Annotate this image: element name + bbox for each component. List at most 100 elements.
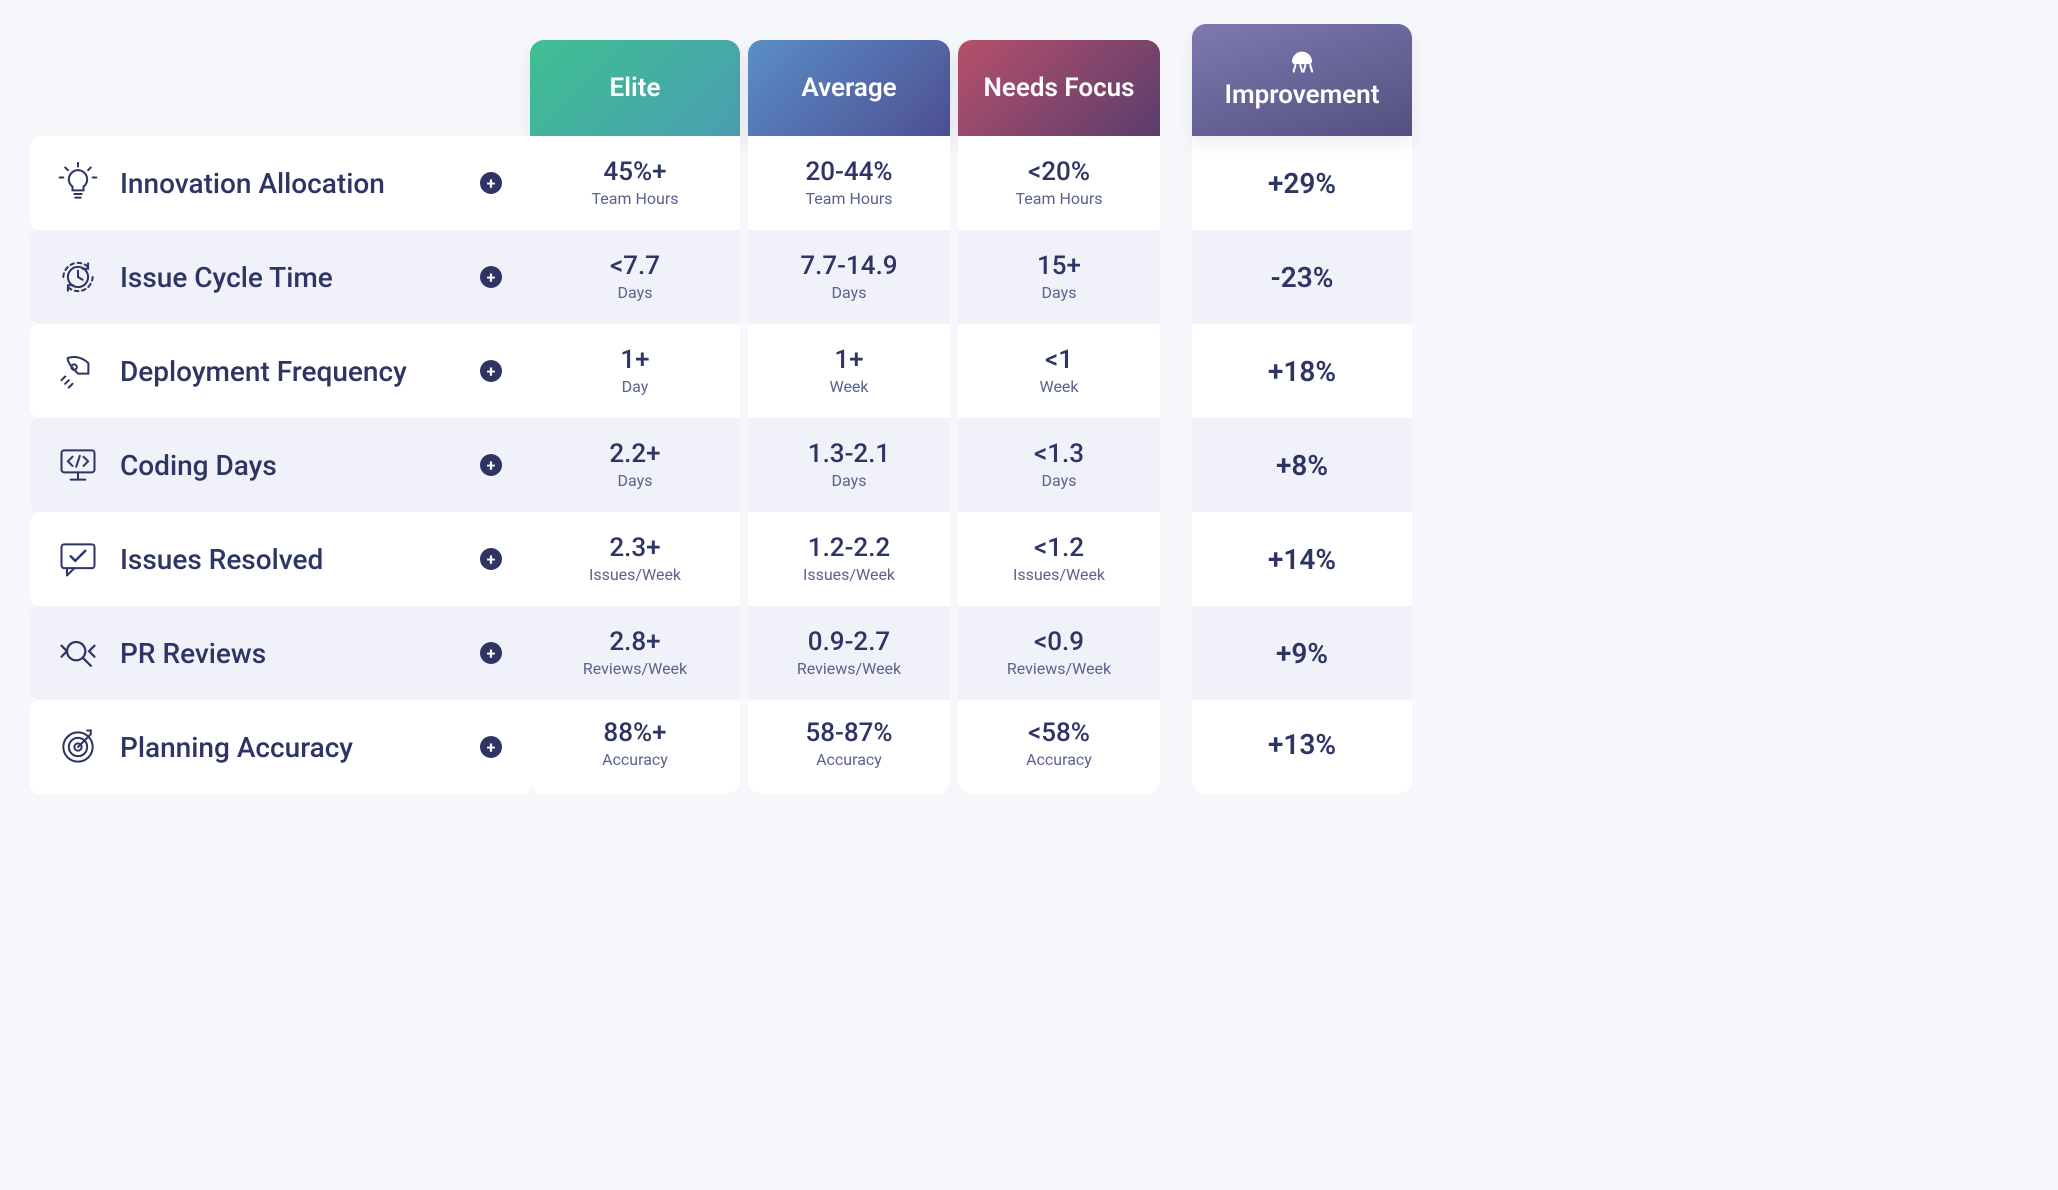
- benchmark-unit: Days: [800, 283, 897, 302]
- benchmark-value: 1.2-2.2: [803, 534, 895, 564]
- clock-cycle-icon: [54, 253, 102, 301]
- improvement-cell: -23%: [1192, 230, 1412, 324]
- improvement-value: +13%: [1268, 728, 1336, 761]
- expand-row-button[interactable]: +: [480, 642, 502, 664]
- benchmark-unit: Days: [610, 283, 660, 302]
- code-review-icon: [54, 629, 102, 677]
- benchmark-unit: Accuracy: [1026, 750, 1092, 769]
- benchmark-cell-elite: 2.2+ Days: [530, 418, 740, 512]
- benchmark-value: <1.2: [1013, 534, 1105, 564]
- improvement-cell: +18%: [1192, 324, 1412, 418]
- benchmark-cell-average: 1.3-2.1 Days: [748, 418, 950, 512]
- benchmark-value: <58%: [1026, 719, 1092, 749]
- expand-row-button[interactable]: +: [480, 172, 502, 194]
- benchmark-cell-average: 0.9-2.7 Reviews/Week: [748, 606, 950, 700]
- benchmark-cell-elite: 2.3+ Issues/Week: [530, 512, 740, 606]
- metric-row: Planning Accuracy +: [30, 700, 530, 794]
- benchmark-unit: Days: [808, 471, 890, 490]
- benchmark-cell-average: 1.2-2.2 Issues/Week: [748, 512, 950, 606]
- benchmark-cell-elite: 88%+ Accuracy: [530, 700, 740, 794]
- benchmark-value: <1.3: [1034, 440, 1084, 470]
- metric-name: Planning Accuracy: [120, 731, 462, 764]
- benchmark-unit: Team Hours: [1016, 189, 1103, 208]
- benchmark-unit: Day: [620, 377, 649, 396]
- column-header-label: Improvement: [1225, 80, 1380, 110]
- benchmark-cell-needs_focus: <0.9 Reviews/Week: [958, 606, 1160, 700]
- benchmark-cell-needs_focus: 15+ Days: [958, 230, 1160, 324]
- benchmark-value: 1.3-2.1: [808, 440, 890, 470]
- column-gap: [1160, 324, 1192, 418]
- column-header-label: Elite: [610, 73, 661, 103]
- expand-row-button[interactable]: +: [480, 266, 502, 288]
- benchmark-cell-needs_focus: <1.3 Days: [958, 418, 1160, 512]
- metric-name: Issue Cycle Time: [120, 261, 462, 294]
- benchmark-cell-average: 1+ Week: [748, 324, 950, 418]
- code-monitor-icon: [54, 441, 102, 489]
- benchmark-cell-needs_focus: <1 Week: [958, 324, 1160, 418]
- column-gap: [1160, 606, 1192, 700]
- metric-row: PR Reviews +: [30, 606, 530, 700]
- benchmark-value: <7.7: [610, 252, 660, 282]
- expand-row-button[interactable]: +: [480, 548, 502, 570]
- improvement-value: +9%: [1276, 637, 1328, 670]
- benchmark-cell-needs_focus: <20% Team Hours: [958, 136, 1160, 230]
- expand-row-button[interactable]: +: [480, 360, 502, 382]
- column-gap: [1160, 418, 1192, 512]
- improvement-cell: +13%: [1192, 700, 1412, 794]
- benchmark-value: 1+: [829, 346, 868, 376]
- metric-name: Deployment Frequency: [120, 355, 462, 388]
- check-chat-icon: [54, 535, 102, 583]
- metric-row: Issues Resolved +: [30, 512, 530, 606]
- benchmark-unit: Issues/Week: [803, 565, 895, 584]
- benchmark-unit: Team Hours: [805, 189, 892, 208]
- benchmark-unit: Reviews/Week: [797, 659, 901, 678]
- metric-name: PR Reviews: [120, 637, 462, 670]
- benchmark-value: <0.9: [1007, 628, 1111, 658]
- column-header-label: Needs Focus: [983, 73, 1134, 103]
- benchmark-value: 45%+: [592, 158, 679, 188]
- metric-name: Issues Resolved: [120, 543, 462, 576]
- benchmark-unit: Week: [829, 377, 868, 396]
- column-gap: [1160, 700, 1192, 794]
- metric-row: Coding Days +: [30, 418, 530, 512]
- expand-row-button[interactable]: +: [480, 736, 502, 758]
- benchmark-value: 2.2+: [609, 440, 660, 470]
- metric-row: Deployment Frequency +: [30, 324, 530, 418]
- benchmark-cell-average: 20-44% Team Hours: [748, 136, 950, 230]
- benchmark-value: 2.8+: [583, 628, 687, 658]
- header-spacer: [30, 40, 530, 136]
- benchmark-unit: Week: [1039, 377, 1078, 396]
- column-gap: [1160, 136, 1192, 230]
- improvement-value: +29%: [1268, 167, 1336, 200]
- benchmark-unit: Accuracy: [805, 750, 892, 769]
- benchmark-unit: Days: [1037, 283, 1081, 302]
- benchmark-value: 15+: [1037, 252, 1081, 282]
- improvement-value: +14%: [1268, 543, 1336, 576]
- benchmark-cell-elite: 2.8+ Reviews/Week: [530, 606, 740, 700]
- benchmark-value: 7.7-14.9: [800, 252, 897, 282]
- metric-name: Coding Days: [120, 449, 462, 482]
- lightbulb-icon: [54, 159, 102, 207]
- benchmark-unit: Days: [1034, 471, 1084, 490]
- target-icon: [54, 723, 102, 771]
- improvement-cell: +8%: [1192, 418, 1412, 512]
- improvement-cell: +9%: [1192, 606, 1412, 700]
- benchmark-value: 58-87%: [805, 719, 892, 749]
- expand-row-button[interactable]: +: [480, 454, 502, 476]
- benchmark-unit: Reviews/Week: [1007, 659, 1111, 678]
- benchmark-cell-needs_focus: <58% Accuracy: [958, 700, 1160, 794]
- rocket-icon: [54, 347, 102, 395]
- benchmark-cell-needs_focus: <1.2 Issues/Week: [958, 512, 1160, 606]
- column-header-label: Average: [801, 73, 896, 103]
- benchmark-cell-average: 58-87% Accuracy: [748, 700, 950, 794]
- improvement-cell: +14%: [1192, 512, 1412, 606]
- improvement-value: -23%: [1271, 261, 1334, 294]
- benchmark-cell-elite: <7.7 Days: [530, 230, 740, 324]
- benchmark-unit: Team Hours: [592, 189, 679, 208]
- benchmark-unit: Reviews/Week: [583, 659, 687, 678]
- column-header-elite: Elite: [530, 40, 740, 136]
- metric-name: Innovation Allocation: [120, 167, 462, 200]
- benchmark-value: 20-44%: [805, 158, 892, 188]
- benchmark-value: 88%+: [602, 719, 668, 749]
- benchmark-unit: Issues/Week: [1013, 565, 1105, 584]
